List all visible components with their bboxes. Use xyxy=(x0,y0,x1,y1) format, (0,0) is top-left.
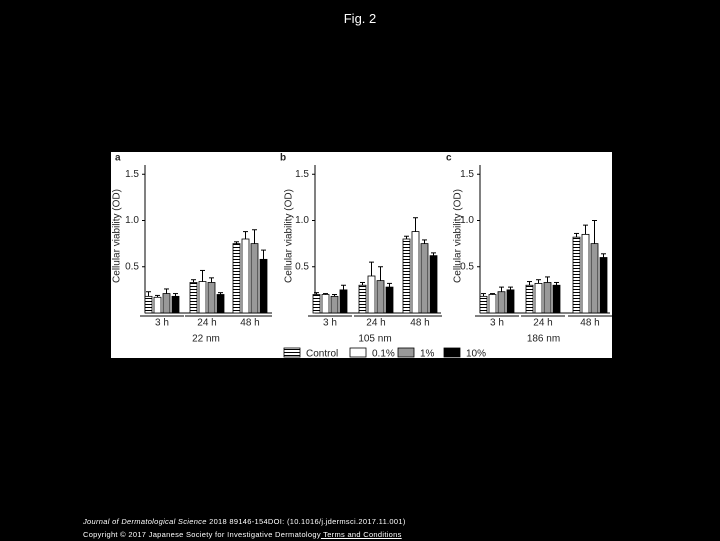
x-tick-label: 24 h xyxy=(533,318,552,329)
bar xyxy=(581,233,590,314)
bar xyxy=(367,275,376,314)
y-tick-label: 1.5 xyxy=(295,169,309,180)
x-axis-label: 22 nm xyxy=(192,334,220,345)
figure-panel xyxy=(111,152,612,358)
x-tick-label: 3 h xyxy=(490,318,504,329)
bar xyxy=(543,282,552,314)
legend-label: Control xyxy=(306,349,338,360)
y-tick-label: 1.5 xyxy=(460,169,474,180)
bar xyxy=(420,243,429,314)
bar xyxy=(153,296,162,314)
bar xyxy=(259,258,268,314)
panel-label: c xyxy=(446,153,452,164)
bar xyxy=(376,280,385,314)
bar xyxy=(312,294,321,314)
bar xyxy=(241,238,250,314)
bar xyxy=(552,284,561,314)
x-tick-label: 48 h xyxy=(240,318,259,329)
bar xyxy=(599,257,608,314)
legend-label: 1% xyxy=(420,349,435,360)
panel-label: b xyxy=(280,153,286,164)
legend-swatch xyxy=(397,347,415,358)
bar xyxy=(402,238,411,314)
x-axis-label: 186 nm xyxy=(527,334,560,345)
legend-label: 10% xyxy=(466,349,486,360)
citation: Journal of Dermatological Science 2018 8… xyxy=(83,515,406,528)
x-tick-label: 48 h xyxy=(580,318,599,329)
y-axis-label: Cellular viability (OD) xyxy=(284,189,295,283)
bar xyxy=(479,295,488,314)
bar xyxy=(250,243,259,314)
copyright-text: Copyright © 2017 Japanese Society for In… xyxy=(83,530,321,539)
bar xyxy=(321,294,330,314)
y-tick-label: 1.0 xyxy=(125,215,139,226)
y-tick-label: 1.0 xyxy=(295,215,309,226)
bar xyxy=(572,236,581,314)
bar xyxy=(171,295,180,314)
bar xyxy=(534,282,543,314)
bar xyxy=(488,294,497,314)
slide-title: Fig. 2 xyxy=(343,11,377,26)
x-tick-label: 24 h xyxy=(197,318,216,329)
x-axis-label: 105 nm xyxy=(358,334,391,345)
y-tick-label: 1.5 xyxy=(125,169,139,180)
y-axis-label: Cellular viability (OD) xyxy=(453,189,464,283)
legend-swatch xyxy=(349,347,367,358)
bar xyxy=(339,289,348,314)
legend-label: 0.1% xyxy=(372,349,395,360)
y-tick-label: 0.5 xyxy=(460,261,474,272)
panel-label: a xyxy=(115,153,121,164)
bar xyxy=(232,243,241,314)
y-tick-label: 1.0 xyxy=(460,215,474,226)
bar xyxy=(358,284,367,314)
y-tick-label: 0.5 xyxy=(295,261,309,272)
bar xyxy=(429,255,438,314)
bar xyxy=(385,286,394,314)
y-axis-label: Cellular viability (OD) xyxy=(112,189,123,283)
x-tick-label: 24 h xyxy=(366,318,385,329)
bar xyxy=(144,295,153,314)
journal-name: Journal of Dermatological Science xyxy=(83,517,207,526)
bar xyxy=(590,243,599,314)
x-tick-label: 3 h xyxy=(323,318,337,329)
x-tick-label: 48 h xyxy=(410,318,429,329)
citation-text: 2018 89146-154DOI: (10.1016/j.jdermsci.2… xyxy=(206,517,406,526)
bar xyxy=(207,282,216,314)
bar xyxy=(162,293,171,314)
copyright: Copyright © 2017 Japanese Society for In… xyxy=(83,528,406,541)
bar xyxy=(525,284,534,314)
y-tick-label: 0.5 xyxy=(125,261,139,272)
bar xyxy=(216,294,225,314)
bar xyxy=(330,295,339,314)
bar xyxy=(506,289,515,314)
bar xyxy=(198,281,207,314)
terms-link[interactable]: Terms and Conditions xyxy=(320,530,402,539)
legend-swatch xyxy=(443,347,461,358)
bar xyxy=(189,282,198,314)
legend-swatch xyxy=(283,347,301,358)
footer: Journal of Dermatological Science 2018 8… xyxy=(83,515,406,541)
bar xyxy=(411,231,420,314)
bar xyxy=(497,291,506,314)
x-tick-label: 3 h xyxy=(155,318,169,329)
